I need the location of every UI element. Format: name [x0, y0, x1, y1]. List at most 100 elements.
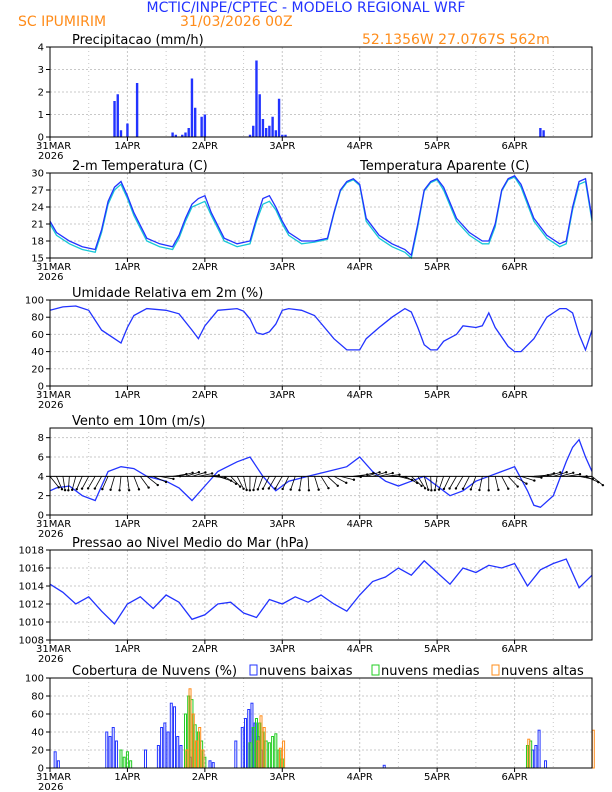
wind-arrow	[101, 476, 109, 490]
y-tick-label: 1010	[19, 618, 44, 629]
x-tick-label: 2APR	[192, 644, 218, 655]
panel-frame	[49, 46, 593, 138]
cloud-bar-0	[234, 740, 238, 769]
cloud-bar-1	[267, 742, 271, 769]
wind-arrow-head	[345, 481, 348, 485]
cloud-bar-1	[129, 760, 133, 769]
wind-arrow	[290, 476, 296, 490]
wind-arrow	[307, 476, 310, 491]
y-tick-label: 100	[25, 674, 44, 685]
x-tick-label: 5APR	[424, 262, 450, 273]
cloud-bar-0	[166, 731, 170, 769]
wind-arrow-head	[307, 489, 311, 492]
precip-bar	[261, 119, 265, 137]
precip-bar	[252, 125, 255, 137]
y-tick-label: 80	[31, 692, 44, 703]
header-title: MCTIC/INPE/CPTEC - MODELO REGIONAL WRF	[147, 0, 466, 16]
x-tick-label: 31MAR	[36, 262, 71, 273]
wind-arrow-head	[442, 487, 446, 491]
wind-arrow	[479, 476, 483, 491]
precip-bar	[248, 134, 252, 137]
wind-arrow-head	[352, 478, 356, 481]
precip-bar	[187, 128, 190, 137]
cloud-bar-0	[534, 745, 538, 769]
precip-bar	[542, 130, 545, 137]
wind-arrow-head	[75, 488, 78, 491]
wind-arrow	[430, 476, 432, 491]
precip-bar	[268, 125, 271, 137]
wind-arrow	[146, 476, 158, 486]
y-tick-label: 1	[38, 110, 44, 121]
y-tick-label: 0	[38, 382, 44, 393]
wind-arrow-head	[101, 487, 104, 491]
wind-arrow-head	[70, 488, 74, 492]
wind-arrow	[243, 476, 248, 491]
wind-arrow	[191, 472, 206, 477]
wind-arrow	[501, 476, 509, 489]
wind-arrow-head	[507, 487, 510, 490]
x-tick-label: 1APR	[114, 519, 140, 530]
wind-arrow	[71, 476, 77, 490]
wind-arrow	[340, 475, 355, 481]
panel-frame	[49, 677, 593, 769]
wind-arrow	[275, 476, 283, 489]
y-tick-label: 18	[31, 237, 44, 248]
y-tick-label: 2	[38, 88, 44, 99]
x-tick-label: 3APR	[269, 519, 295, 530]
wind-arrow	[449, 476, 457, 489]
wind-arrow-head	[274, 487, 277, 490]
cloud-legend-label: nuvens baixas	[259, 664, 353, 679]
cloud-bar-0	[108, 736, 112, 769]
wind-arrow	[591, 476, 604, 486]
wind-arrow-head	[559, 471, 562, 474]
wind-arrow	[438, 476, 444, 490]
wind-arrow	[257, 476, 264, 490]
precip-bar	[119, 130, 123, 137]
cloud-bar-0	[211, 762, 215, 769]
wind-arrow-head	[63, 488, 67, 492]
cloud-legend-swatch	[249, 664, 258, 676]
wind-panel: 0 2 4 6 8 31MAR 1APR 2APR 3APR 4APR 5APR 6APR 2026 Ve…	[36, 414, 605, 540]
wind-arrow	[49, 476, 60, 488]
y-tick-label: 20	[31, 746, 44, 757]
wind-arrow-head	[252, 488, 255, 492]
x-tick-label: 6APR	[501, 772, 527, 783]
wind-arrow	[299, 476, 303, 491]
wind-arrow-head	[572, 471, 575, 475]
precip-bar	[135, 83, 139, 137]
precip-bar	[193, 107, 197, 137]
cloud-bar-0	[173, 706, 177, 769]
cloud-bar-0	[240, 727, 244, 769]
wind-arrow	[110, 476, 115, 490]
x-year-label: 2026	[38, 272, 63, 283]
wind-arrow-head	[57, 486, 60, 489]
wind-arrow	[378, 472, 393, 477]
cloud-bar-1	[274, 733, 278, 769]
wind-arrow-head	[525, 482, 528, 485]
x-year-label: 2026	[38, 529, 63, 540]
y-tick-label: 80	[31, 313, 44, 324]
cloud-bar-0	[156, 745, 160, 769]
x-tick-label: 2APR	[192, 772, 218, 783]
x-tick-label: 1APR	[114, 390, 140, 401]
x-tick-label: 3APR	[269, 141, 295, 152]
wind-arrow-head	[118, 489, 121, 492]
wind-arrow-head	[80, 487, 84, 490]
precip-bar	[258, 94, 261, 137]
precip-bar	[203, 114, 207, 137]
precip-bar	[190, 78, 194, 137]
wind-arrow-head	[565, 471, 568, 474]
wind-arrow	[153, 475, 167, 483]
y-tick-label: 1012	[19, 600, 44, 611]
precip-title: Precipitacao (mm/h)	[72, 33, 204, 48]
wind-arrow	[178, 472, 193, 477]
wind-arrow-head	[516, 485, 519, 488]
precip-bar	[274, 130, 278, 137]
wind-arrow	[268, 476, 277, 489]
wind-arrow	[411, 476, 422, 487]
wind-arrow-head	[478, 488, 481, 492]
clouds-title: Cobertura de Nuvens (%)	[72, 664, 237, 679]
cloud-bar-0	[160, 727, 164, 769]
x-tick-label: 5APR	[424, 644, 450, 655]
y-tick-label: 8	[38, 433, 44, 444]
